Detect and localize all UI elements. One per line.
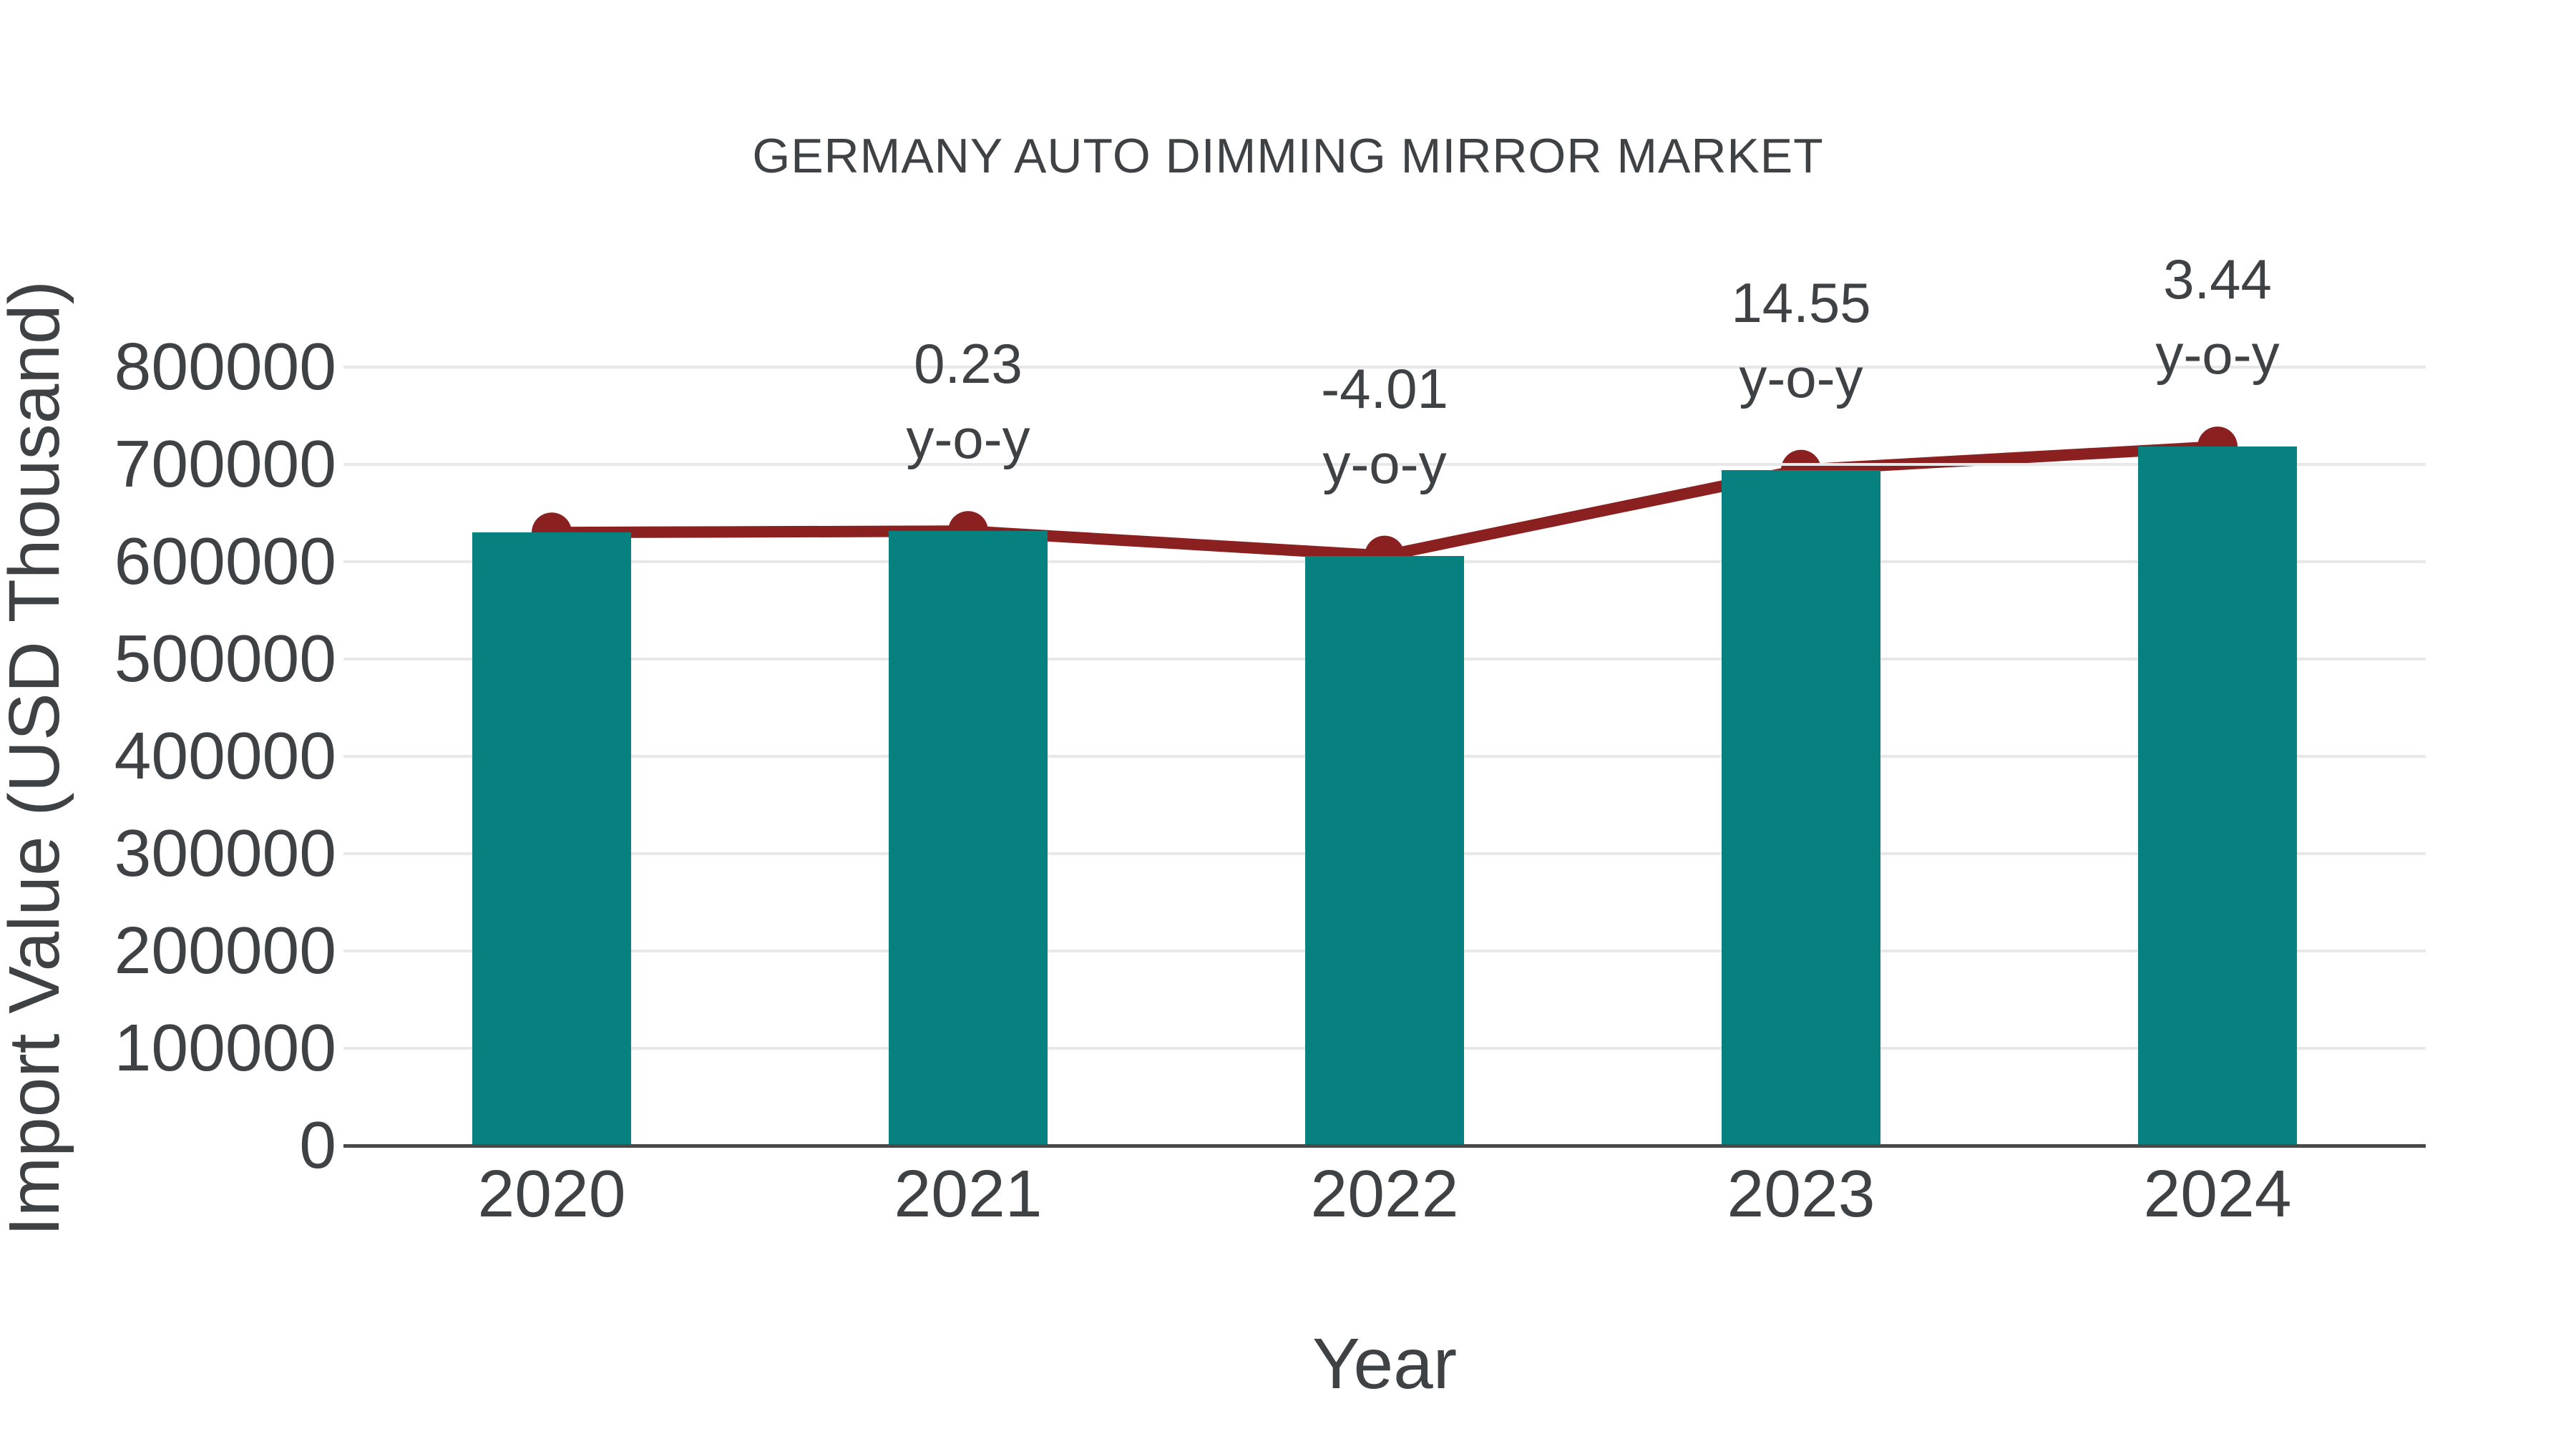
yoy-annotation-2023: 14.55 y-o-y (1579, 265, 2023, 416)
bar-2024 (2138, 447, 2297, 1146)
chart-title: GERMANY AUTO DIMMING MIRROR MARKET (752, 129, 1824, 183)
yoy-value: -4.01 (1321, 356, 1448, 420)
bar-2021 (889, 531, 1048, 1146)
yoy-suffix: y-o-y (2155, 323, 2280, 386)
yoy-value: 3.44 (2163, 248, 2272, 311)
y-tick-label: 800000 (114, 329, 336, 404)
x-axis-title: Year (1312, 1324, 1458, 1404)
y-tick-label: 400000 (114, 718, 336, 793)
bar-2020 (472, 532, 631, 1146)
yoy-annotation-2022: -4.01 y-o-y (1163, 351, 1606, 502)
y-tick-label: 100000 (114, 1010, 336, 1085)
gridline (343, 366, 2426, 369)
yoy-suffix: y-o-y (1322, 431, 1447, 495)
x-axis-line (343, 1144, 2426, 1148)
y-tick-label: 200000 (114, 913, 336, 987)
x-tick-label: 2024 (2143, 1156, 2292, 1231)
bar-2023 (1722, 469, 1880, 1146)
yoy-annotation-2024: 3.44 y-o-y (1996, 242, 2439, 392)
bar-2022 (1305, 555, 1464, 1146)
yoy-value: 14.55 (1731, 270, 1871, 334)
x-tick-label: 2021 (894, 1156, 1043, 1231)
x-tick-label: 2022 (1310, 1156, 1459, 1231)
yoy-suffix: y-o-y (906, 407, 1030, 471)
yoy-suffix: y-o-y (1739, 346, 1863, 409)
x-tick-label: 2023 (1727, 1156, 1875, 1231)
yoy-annotation-2021: 0.23 y-o-y (746, 326, 1190, 477)
y-tick-label: 0 (299, 1108, 336, 1182)
y-tick-label: 600000 (114, 524, 336, 598)
x-tick-label: 2020 (477, 1156, 626, 1231)
y-tick-label: 700000 (114, 426, 336, 501)
y-tick-label: 500000 (114, 621, 336, 696)
yoy-value: 0.23 (914, 332, 1023, 396)
y-tick-label: 300000 (114, 816, 336, 890)
gridline (343, 463, 2426, 466)
